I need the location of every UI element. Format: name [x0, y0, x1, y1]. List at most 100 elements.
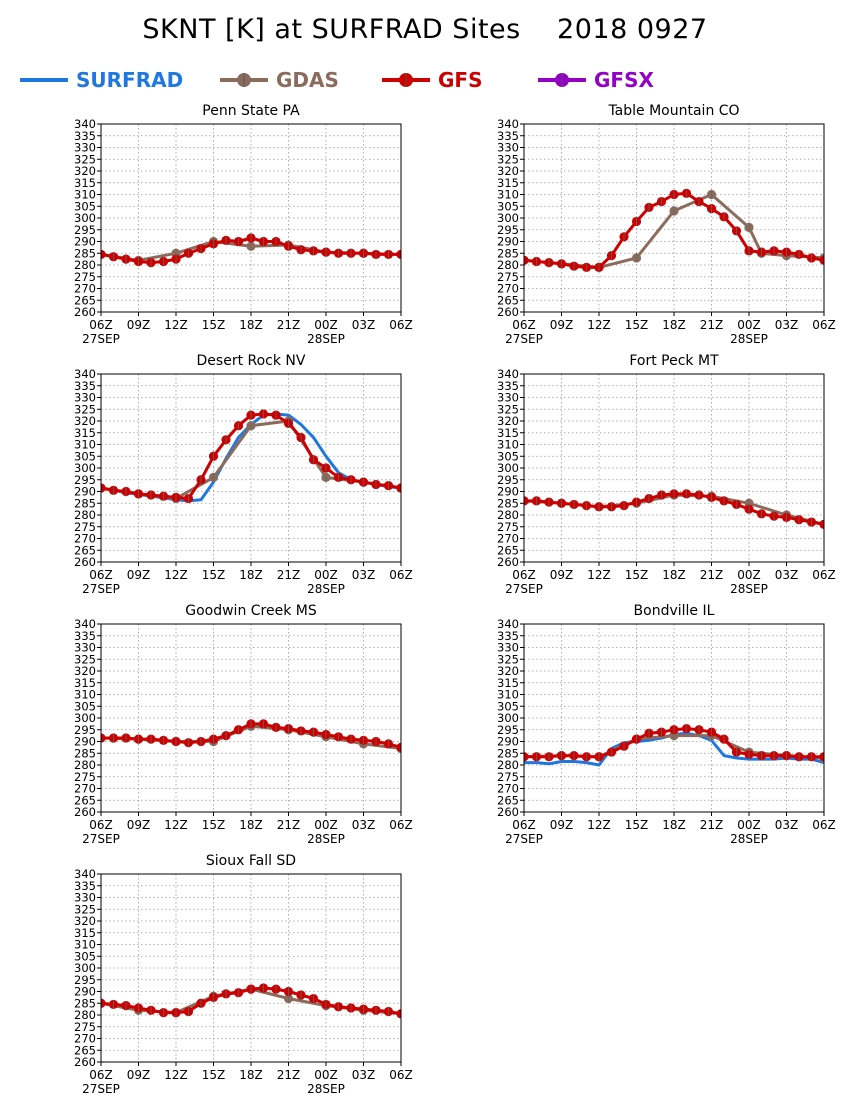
y-tick-label: 290 [74, 235, 96, 249]
panel-penn-state-pa: Penn State PA 260265270275280285290295300… [74, 103, 413, 346]
y-tick-label: 340 [74, 367, 96, 381]
y-tick-label: 270 [497, 282, 519, 296]
x-tick-label: 21Z [700, 818, 724, 832]
x-tick-label: 06Z [812, 568, 836, 582]
x-tick-label: 18Z [662, 318, 686, 332]
y-tick-label: 340 [74, 617, 96, 631]
y-tick-label: 320 [497, 664, 519, 678]
y-tick-label: 310 [74, 438, 96, 452]
y-tick-label: 270 [497, 532, 519, 546]
x-date-label: 27SEP [82, 832, 120, 846]
y-tick-label: 300 [74, 961, 96, 975]
y-tick-label: 305 [74, 449, 96, 463]
y-tick-label: 320 [74, 914, 96, 928]
y-tick-label: 305 [74, 199, 96, 213]
y-tick-label: 290 [497, 485, 519, 499]
y-tick-label: 295 [74, 723, 96, 737]
x-date-label: 28SEP [730, 832, 768, 846]
x-tick-label: 09Z [127, 568, 151, 582]
data-point-gfs [101, 483, 106, 493]
y-tick-label: 340 [497, 367, 519, 381]
panel-frame [523, 123, 825, 313]
x-tick-label: 21Z [277, 818, 301, 832]
series-group [101, 983, 401, 1019]
x-tick-label: 06Z [812, 818, 836, 832]
main-title: SKNT [K] at SURFRAD Sites 2018 0927 [142, 14, 708, 45]
x-tick-label: 09Z [127, 1068, 151, 1082]
y-tick-label: 290 [74, 485, 96, 499]
y-tick-label: 275 [74, 520, 96, 534]
y-tick-label: 270 [74, 532, 96, 546]
y-tick-label: 305 [497, 699, 519, 713]
y-tick-label: 295 [497, 723, 519, 737]
x-tick-label: 03Z [775, 568, 799, 582]
data-point-gfs [819, 519, 824, 529]
series-group [101, 409, 401, 504]
y-tick-label: 315 [74, 176, 96, 190]
x-tick-label: 21Z [277, 1068, 301, 1082]
y-tick-label: 280 [74, 758, 96, 772]
x-date-label: 28SEP [307, 332, 345, 346]
y-tick-label: 320 [497, 414, 519, 428]
y-tick-label: 270 [74, 1032, 96, 1046]
panel-title: Penn State PA [202, 103, 300, 119]
y-tick-label: 270 [74, 782, 96, 796]
y-tick-label: 300 [497, 211, 519, 225]
data-point-gfs [819, 255, 824, 265]
panel-title: Sioux Fall SD [206, 853, 296, 869]
x-tick-label: 03Z [775, 818, 799, 832]
y-tick-label: 275 [497, 270, 519, 284]
x-tick-label: 06Z [89, 318, 113, 332]
y-tick-label: 295 [497, 223, 519, 237]
panel-goodwin-creek-ms: Goodwin Creek MS 260265270275280285290295… [74, 603, 413, 846]
x-tick-label: 09Z [127, 818, 151, 832]
y-tick-label: 315 [497, 426, 519, 440]
y-tick-label: 315 [497, 176, 519, 190]
y-tick-label: 300 [497, 711, 519, 725]
x-tick-label: 12Z [587, 818, 611, 832]
y-tick-label: 320 [497, 164, 519, 178]
y-tick-label: 260 [497, 805, 519, 819]
y-tick-label: 285 [497, 746, 519, 760]
y-tick-label: 300 [74, 211, 96, 225]
x-date-label: 27SEP [82, 1082, 120, 1096]
data-point-gfs [396, 249, 401, 260]
y-tick-label: 280 [74, 1008, 96, 1022]
y-tick-label: 285 [74, 996, 96, 1010]
x-tick-label: 12Z [164, 818, 188, 832]
x-date-label: 28SEP [307, 582, 345, 596]
x-tick-label: 06Z [512, 818, 536, 832]
x-tick-label: 09Z [127, 318, 151, 332]
x-tick-label: 06Z [512, 318, 536, 332]
x-tick-label: 15Z [202, 318, 226, 332]
y-tick-label: 285 [497, 496, 519, 510]
x-tick-label: 00Z [314, 1068, 338, 1082]
y-tick-label: 310 [497, 688, 519, 702]
y-tick-label: 325 [497, 652, 519, 666]
x-tick-label: 12Z [164, 1068, 188, 1082]
data-point-gfs [524, 255, 529, 265]
panel-frame [100, 123, 402, 313]
x-tick-label: 15Z [202, 818, 226, 832]
x-tick-label: 09Z [550, 318, 574, 332]
y-tick-label: 330 [497, 641, 519, 655]
x-tick-label: 06Z [512, 568, 536, 582]
x-tick-label: 18Z [239, 318, 263, 332]
y-tick-label: 320 [74, 664, 96, 678]
y-tick-label: 280 [497, 258, 519, 272]
data-point-gfs [101, 998, 106, 1008]
panel-title: Fort Peck MT [629, 353, 719, 369]
y-tick-label: 335 [74, 379, 96, 393]
y-tick-label: 265 [74, 543, 96, 557]
x-tick-label: 21Z [700, 568, 724, 582]
y-tick-label: 335 [74, 629, 96, 643]
data-point-gfs [524, 496, 529, 506]
y-tick-label: 275 [74, 1020, 96, 1034]
y-tick-label: 300 [74, 711, 96, 725]
data-point-gfs [819, 752, 824, 762]
data-point-gfs [101, 249, 106, 260]
y-tick-label: 325 [74, 152, 96, 166]
x-tick-label: 15Z [625, 818, 649, 832]
y-tick-label: 280 [74, 508, 96, 522]
panel-sioux-fall-sd: Sioux Fall SD 260265270275280285290295300… [74, 853, 413, 1096]
